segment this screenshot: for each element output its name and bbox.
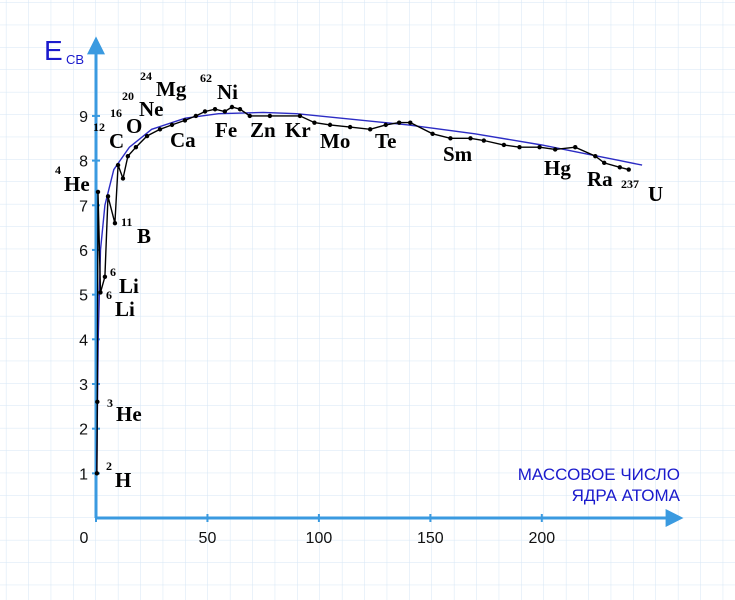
element-symbol: He [64,172,90,196]
element-symbol: Fe [215,118,237,142]
data-point [112,220,118,226]
data-point [347,124,353,130]
isotope-mass: 24 [140,69,152,83]
data-point [229,104,235,110]
data-point [222,109,228,114]
isotope-mass: 6 [106,288,112,302]
data-point [573,145,578,150]
data-point [481,138,487,143]
y-tick-label: 5 [79,288,88,305]
element-symbol: B [137,224,151,248]
data-point [157,127,163,132]
element-symbol: Mg [156,77,187,101]
data-point [120,176,126,181]
data-point [312,120,317,125]
data-point [617,165,623,170]
element-symbol: Hg [544,156,571,180]
x-tick-label: 0 [80,530,89,547]
series-line [96,111,643,474]
isotope-mass: 62 [200,71,212,85]
isotope-mass: 2 [106,459,112,473]
isotope-mass: 3 [107,396,113,410]
data-point [448,136,453,141]
data-point [267,113,273,119]
element-symbol: Ne [139,97,164,121]
isotope-mass: 16 [110,106,122,120]
element-symbol: Li [115,297,135,321]
data-point [593,153,598,159]
data-point [396,120,402,125]
data-point [95,189,101,195]
y-label: E [44,35,63,66]
series-line [96,106,629,474]
isotope-mass: 12 [93,120,105,134]
element-symbol: Kr [285,118,311,142]
y-tick-label: 9 [79,109,88,126]
isotope-mass: 6 [110,265,116,279]
data-point [602,160,607,166]
y-tick-label: 3 [79,377,88,394]
y-tick-label: 7 [79,198,88,215]
data-point [98,290,103,295]
data-point [133,145,139,150]
element-symbol: He [116,402,142,426]
data-point [169,122,175,128]
y-tick-label: 8 [79,154,88,171]
isotope-mass: 20 [122,89,134,103]
element-symbol: Sm [443,142,473,166]
data-point [367,127,373,132]
data-point [537,145,542,150]
element-symbol: H [115,468,131,492]
data-point [430,131,435,137]
isotope-mass: 237 [621,177,639,191]
element-symbol: U [648,182,663,206]
data-point [501,142,507,148]
isotope-mass: 11 [121,215,132,229]
data-point [95,399,100,405]
data-point [105,194,111,199]
y-tick-label: 4 [79,332,88,349]
data-point [202,109,208,114]
x-tick-label: 100 [306,530,333,547]
data-point [517,145,522,150]
data-point [383,122,388,128]
data-point [115,162,121,168]
element-symbol: Ca [170,128,196,152]
data-point [297,113,303,119]
x-label: ЯДРА АТОМА [572,486,681,505]
data-point [94,471,100,476]
data-point [552,147,558,152]
x-label: МАССОВОЕ ЧИСЛО [518,465,680,484]
element-symbol: Te [375,129,396,153]
element-symbol: Zn [250,118,276,142]
y-tick-label: 2 [79,422,88,439]
element-symbol: Li [119,274,139,298]
element-symbol: O [126,114,142,138]
element-symbol: Mo [320,129,350,153]
y-tick-label: 6 [79,243,88,260]
x-tick-label: 50 [199,530,217,547]
x-tick-label: 200 [528,530,555,547]
data-point [102,274,108,279]
isotope-mass: 4 [55,163,61,177]
data-point [212,107,218,112]
data-point [468,136,473,141]
y-label-sub: СВ [66,52,84,67]
element-symbol: C [109,129,124,153]
data-point [247,113,253,119]
data-point [408,120,413,125]
data-point [193,113,199,119]
data-point [237,107,243,112]
data-point [182,118,188,123]
element-symbol: Ni [217,80,238,104]
element-symbol: Ra [587,167,613,191]
data-point [125,153,131,159]
y-tick-label: 1 [79,466,88,483]
data-point [626,167,631,172]
x-tick-label: 150 [417,530,444,547]
data-point [327,122,333,128]
data-point [144,133,150,139]
